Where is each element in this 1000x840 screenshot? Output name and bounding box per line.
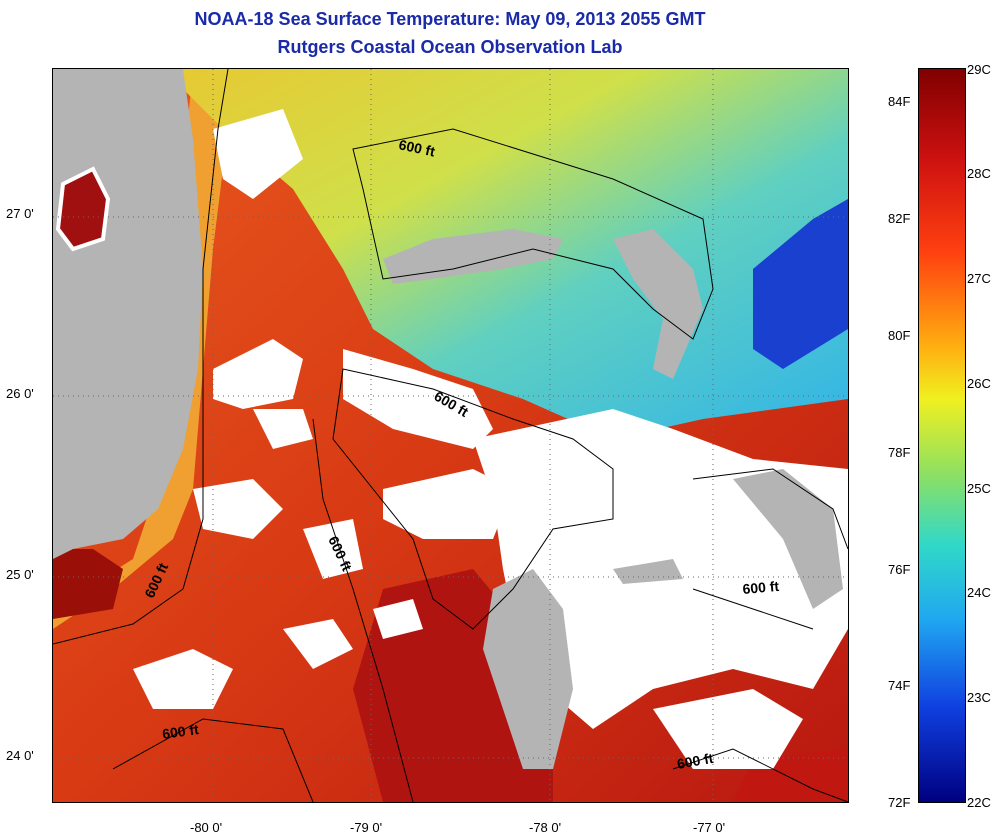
lon-tick-label: -77 0'	[693, 820, 726, 835]
colorbar-fahrenheit-label: 84F	[888, 94, 911, 109]
colorbar-fahrenheit-label: 76F	[888, 562, 911, 577]
lon-tick-label: -79 0'	[350, 820, 383, 835]
colorbar-celsius-label: 27C	[967, 271, 991, 286]
colorbar-fahrenheit-label: 72F	[888, 795, 911, 810]
contour-label: 600 ft	[397, 136, 436, 159]
colorbar-gradient	[919, 69, 965, 802]
temperature-colorbar	[918, 68, 966, 803]
colorbar-fahrenheit-label: 80F	[888, 328, 911, 343]
lat-tick-label: 25 0'	[6, 567, 34, 582]
lat-tick-label: 24 0'	[6, 748, 34, 763]
nassau	[613, 559, 683, 584]
contour-label: 600 ft	[161, 721, 200, 742]
colorbar-celsius-label: 22C	[967, 795, 991, 810]
lon-tick-label: -80 0'	[190, 820, 223, 835]
abaco	[613, 229, 703, 379]
contour-label: 600 ft	[676, 750, 715, 772]
colorbar-celsius-label: 26C	[967, 376, 991, 391]
lon-tick-label: -78 0'	[529, 820, 562, 835]
grand-bahama	[383, 229, 563, 284]
colorbar-celsius-label: 25C	[967, 481, 991, 496]
lake-okeechobee	[55, 166, 111, 252]
depth-contours	[53, 69, 848, 802]
colorbar-fahrenheit-label: 74F	[888, 678, 911, 693]
coastal-band	[53, 69, 253, 629]
grid-lines	[53, 69, 848, 802]
map-subtitle: Rutgers Coastal Ocean Observation Lab	[277, 37, 623, 57]
eleuthera	[733, 469, 843, 609]
colorbar-fahrenheit-label: 78F	[888, 445, 911, 460]
colorbar-celsius-label: 23C	[967, 690, 991, 705]
lat-tick-label: 26 0'	[6, 386, 34, 401]
colorbar-celsius-label: 24C	[967, 585, 991, 600]
map-title: NOAA-18 Sea Surface Temperature: May 09,…	[194, 9, 706, 29]
colorbar-fahrenheit-label: 82F	[888, 211, 911, 226]
contour-label: 600 ft	[742, 578, 780, 597]
sst-map-canvas: 600 ft 600 ft 600 ft 600 ft 600 ft 600 f…	[53, 69, 848, 802]
ocean-cold-patch	[753, 199, 848, 369]
colorbar-celsius-label: 28C	[967, 166, 991, 181]
sst-map: 600 ft 600 ft 600 ft 600 ft 600 ft 600 f…	[52, 68, 849, 803]
lat-tick-label: 27 0'	[6, 206, 34, 221]
florida-bay	[53, 549, 123, 619]
colorbar-celsius-label: 29C	[967, 62, 991, 77]
